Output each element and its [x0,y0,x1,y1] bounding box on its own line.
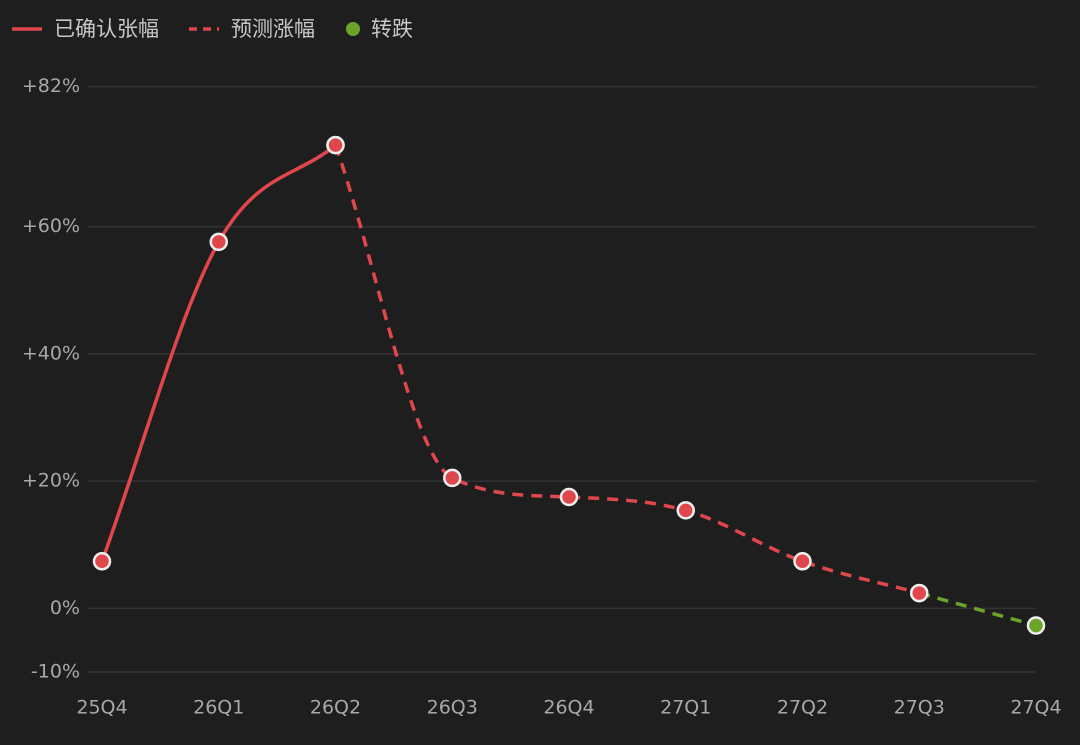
legend-item: 已确认张幅 [12,17,159,41]
x-tick-label: 26Q1 [193,697,244,719]
series-line [918,591,1037,628]
data-point [209,232,228,252]
data-point [559,487,579,507]
legend-text: 已确认张幅 [54,17,159,41]
x-tick-label: 27Q1 [660,697,711,719]
x-tick-label: 27Q4 [1010,697,1061,719]
legend-symbol [346,22,360,36]
legend-item: 预测涨幅 [189,17,315,41]
data-point [443,468,462,488]
x-tick-label: 26Q2 [310,697,361,719]
x-tick-label: 26Q4 [543,697,594,719]
legend-text: 预测涨幅 [231,17,315,41]
x-tick-label: 26Q3 [427,697,478,719]
x-tick-label: 27Q3 [894,697,945,719]
legend-text: 转跌 [371,17,413,41]
data-point [676,501,695,520]
x-tick-label: 27Q2 [777,697,828,719]
series-line [100,143,337,562]
y-tick-label: +60% [22,215,80,237]
y-tick-label: +20% [22,470,80,492]
data-point [92,552,112,571]
data-point [326,135,345,155]
data-point [1026,616,1046,635]
legend-item: 转跌 [346,17,413,41]
y-tick-label: 0% [50,597,80,619]
y-tick-label: +82% [22,75,80,97]
y-tick-label: +40% [22,342,80,364]
y-tick-label: -10% [31,661,80,683]
series-line [333,144,920,595]
data-point [793,552,812,571]
x-tick-label: 25Q4 [76,697,127,719]
data-point [910,583,929,603]
